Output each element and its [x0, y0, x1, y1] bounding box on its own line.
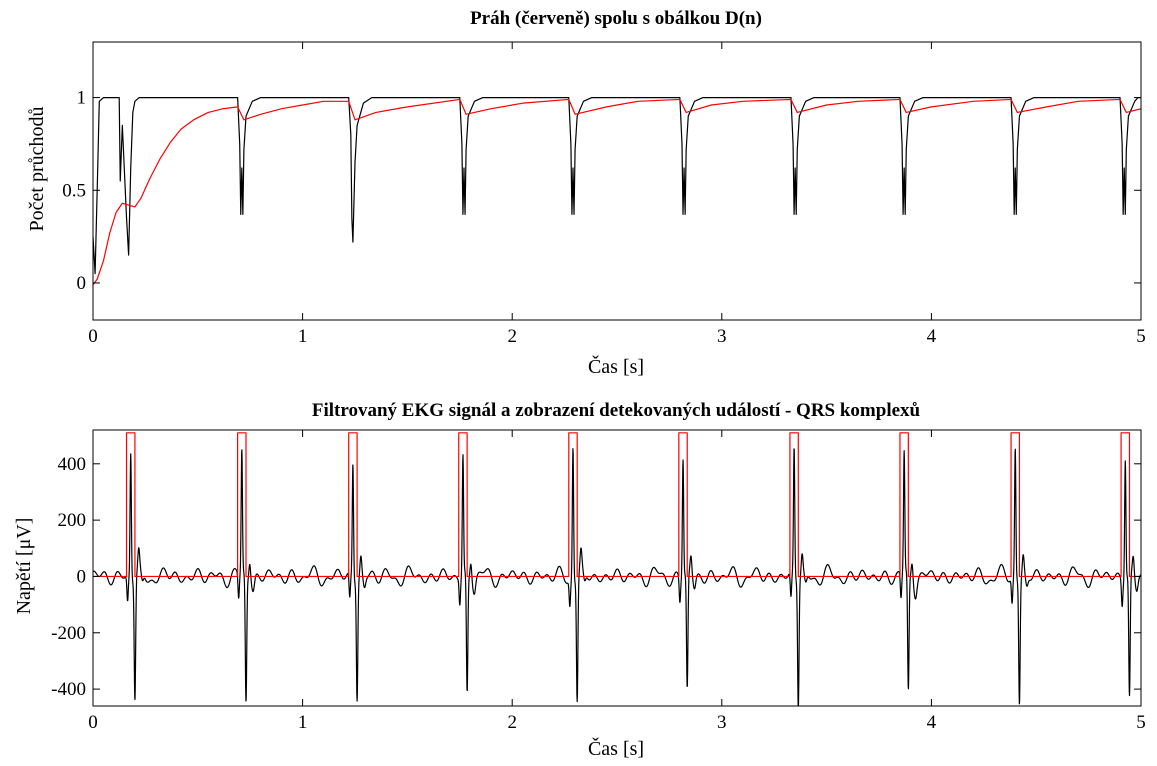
- x-tick-label: 4: [927, 712, 937, 733]
- x-axis-label: Čas [s]: [588, 354, 644, 378]
- series-line-1: [93, 98, 1141, 286]
- series-line-0: [93, 448, 1141, 706]
- ekg-chart: Filtrovaný EKG signál a zobrazení deteko…: [13, 400, 1146, 760]
- y-axis-label: Napětí [μV]: [13, 518, 35, 615]
- y-tick-label: 200: [58, 510, 87, 531]
- y-tick-label: 0: [77, 566, 87, 587]
- x-tick-label: 3: [717, 326, 727, 347]
- x-tick-label: 2: [507, 712, 517, 733]
- chart-title: Filtrovaný EKG signál a zobrazení deteko…: [312, 400, 921, 421]
- y-tick-label: 400: [58, 454, 87, 475]
- x-tick-label: 4: [927, 326, 937, 347]
- y-tick-label: 0: [77, 273, 87, 294]
- x-tick-label: 2: [507, 326, 517, 347]
- series-line-1: [93, 432, 1141, 578]
- x-tick-label: 5: [1136, 712, 1146, 733]
- x-tick-label: 3: [717, 712, 727, 733]
- axes-frame: [92, 41, 1142, 321]
- x-tick-label: 1: [298, 326, 308, 347]
- plot-area: [93, 432, 1141, 706]
- chart-title: Práh (červeně) spolu s obálkou D(n): [470, 8, 762, 29]
- x-tick-label: 0: [88, 712, 98, 733]
- y-tick-label: -200: [51, 623, 86, 644]
- threshold-chart: Práh (červeně) spolu s obálkou D(n) Poče…: [26, 8, 1146, 378]
- y-tick-label: 0.5: [62, 180, 86, 201]
- y-tick-label: -400: [51, 679, 86, 700]
- y-tick-label: 1: [77, 88, 87, 109]
- x-tick-label: 1: [298, 712, 308, 733]
- y-axis-label: Počet průchodů: [26, 107, 48, 232]
- x-axis-label: Čas [s]: [588, 736, 644, 760]
- plot-area: [93, 97, 1141, 286]
- x-tick-label: 5: [1136, 326, 1146, 347]
- series-line-0: [93, 97, 1141, 275]
- axes-frame: [92, 429, 1142, 707]
- x-tick-label: 0: [88, 326, 98, 347]
